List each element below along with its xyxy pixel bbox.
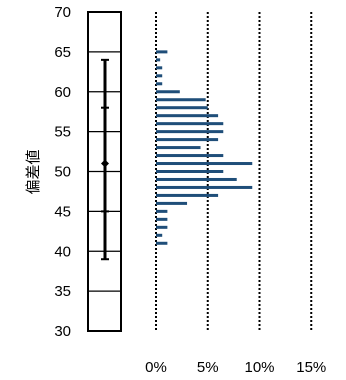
range-marker [101,58,109,261]
bar [156,138,219,142]
bars [156,50,253,245]
bar [156,114,219,118]
bar [156,82,163,86]
bar [156,58,161,62]
y-tick-label: 55 [54,124,71,141]
y-axis-ticks: 30 35 40 45 50 55 60 65 70 [54,4,71,340]
x-tick-label: 0% [145,359,167,376]
x-tick-label: 10% [244,359,274,376]
bar [156,106,208,110]
y-tick-label: 45 [54,203,71,220]
bar [156,201,188,205]
bar [156,177,237,181]
bar [156,66,163,70]
score-axis-box [87,11,122,332]
bar [156,130,224,134]
x-axis-ticks: 0% 5% 10% 15% [145,359,326,376]
bar [156,154,224,158]
y-tick-label: 60 [54,84,71,101]
bar [156,233,163,237]
bar [156,193,219,197]
bar [156,146,201,150]
y-tick-label: 35 [54,283,71,300]
bar [156,50,168,54]
bar [156,170,224,173]
x-tick-label: 15% [296,359,326,376]
grid-lines [155,12,313,331]
y-axis-label: 偏差値 [24,149,42,194]
bar [156,217,168,221]
bar [156,162,253,166]
bar [156,122,224,126]
bar [156,74,163,78]
bar [156,185,253,189]
y-tick-label: 30 [54,323,71,340]
x-tick-label: 5% [197,359,219,376]
y-tick-label: 65 [54,44,71,61]
y-tick-label: 50 [54,164,71,181]
mean-marker [101,159,109,168]
bar [156,225,168,229]
y-tick-label: 70 [54,4,71,21]
bar [156,98,206,102]
bar [156,90,180,94]
bar [156,241,168,245]
y-tick-label: 40 [54,243,71,260]
bar [156,209,168,213]
